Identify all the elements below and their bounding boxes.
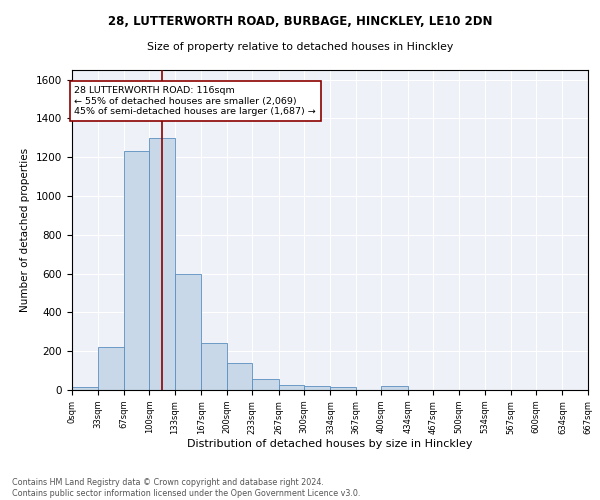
Bar <box>304 386 331 390</box>
Bar <box>98 348 124 390</box>
Bar <box>124 152 149 390</box>
Bar <box>331 387 356 390</box>
Bar <box>382 386 408 390</box>
Bar <box>278 384 304 390</box>
Text: 28, LUTTERWORTH ROAD, BURBAGE, HINCKLEY, LE10 2DN: 28, LUTTERWORTH ROAD, BURBAGE, HINCKLEY,… <box>108 15 492 28</box>
Bar <box>175 274 201 390</box>
Text: Size of property relative to detached houses in Hinckley: Size of property relative to detached ho… <box>147 42 453 52</box>
Y-axis label: Number of detached properties: Number of detached properties <box>20 148 31 312</box>
Bar <box>252 380 278 390</box>
Bar <box>149 138 175 390</box>
Bar <box>227 363 252 390</box>
Bar <box>72 387 98 390</box>
X-axis label: Distribution of detached houses by size in Hinckley: Distribution of detached houses by size … <box>187 440 473 450</box>
Text: Contains HM Land Registry data © Crown copyright and database right 2024.
Contai: Contains HM Land Registry data © Crown c… <box>12 478 361 498</box>
Bar <box>201 344 227 390</box>
Text: 28 LUTTERWORTH ROAD: 116sqm
← 55% of detached houses are smaller (2,069)
45% of : 28 LUTTERWORTH ROAD: 116sqm ← 55% of det… <box>74 86 316 116</box>
